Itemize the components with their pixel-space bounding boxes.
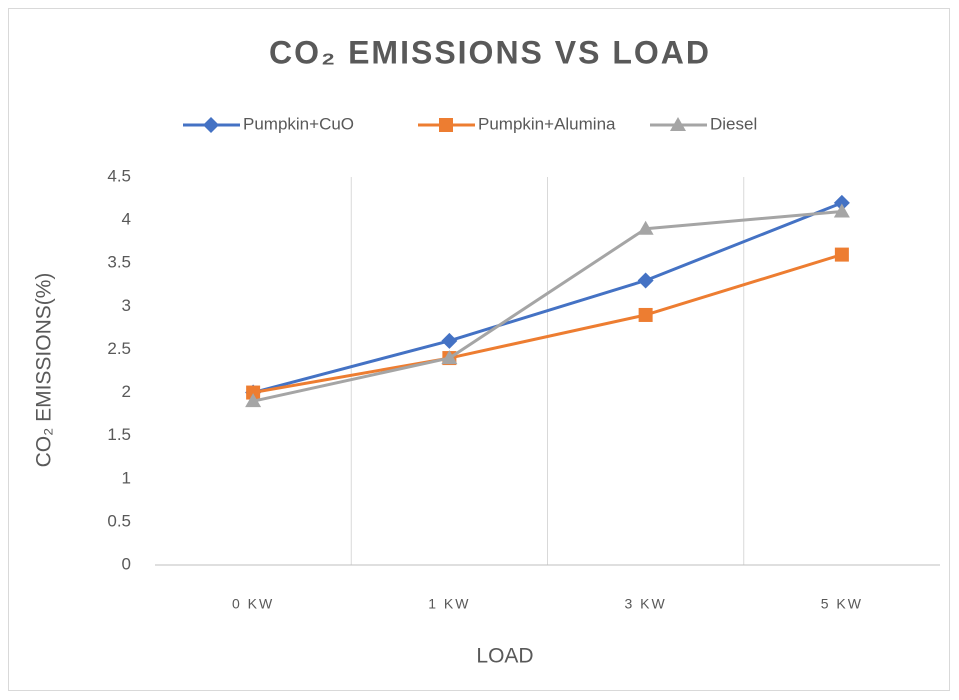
y-tick-label: 3.5 xyxy=(107,253,131,272)
legend-label: Pumpkin+Alumina xyxy=(478,114,616,133)
data-point xyxy=(638,307,653,322)
x-tick-label: 0 KW xyxy=(232,596,274,612)
series-line xyxy=(252,201,843,395)
y-tick-label: 0.5 xyxy=(107,511,131,530)
legend-marker xyxy=(439,118,453,132)
data-point xyxy=(833,203,850,218)
data-point xyxy=(637,272,654,289)
x-tick-label: 3 KW xyxy=(625,596,667,612)
y-tick-label: 2.5 xyxy=(107,339,131,358)
data-point xyxy=(637,220,654,235)
chart-title: CO₂ EMISSIONS VS LOAD xyxy=(269,34,711,70)
data-point xyxy=(833,194,850,211)
x-tick-label: 5 KW xyxy=(821,596,863,612)
x-axis-label: LOAD xyxy=(476,645,533,668)
data-point xyxy=(245,393,262,408)
legend-label: Pumpkin+CuO xyxy=(243,114,354,133)
y-tick-label: 1 xyxy=(122,468,131,487)
data-point xyxy=(441,350,458,365)
series-line xyxy=(252,253,843,395)
y-tick-label: 0 xyxy=(122,554,131,573)
chart-border xyxy=(8,8,950,691)
x-tick-label: 1 KW xyxy=(428,596,470,612)
data-point xyxy=(441,332,458,349)
legend-marker xyxy=(670,117,686,131)
legend-marker xyxy=(203,117,219,133)
y-tick-label: 4.5 xyxy=(107,166,131,185)
y-tick-label: 3 xyxy=(122,296,131,315)
legend-label: Diesel xyxy=(710,114,757,133)
y-tick-label: 2 xyxy=(122,382,131,401)
series-line xyxy=(252,209,843,403)
y-axis-label: CO₂ EMISSIONS(%) xyxy=(33,273,56,468)
data-point xyxy=(834,247,849,262)
data-point xyxy=(246,385,261,400)
y-tick-label: 1.5 xyxy=(107,425,131,444)
y-tick-label: 4 xyxy=(122,210,131,229)
